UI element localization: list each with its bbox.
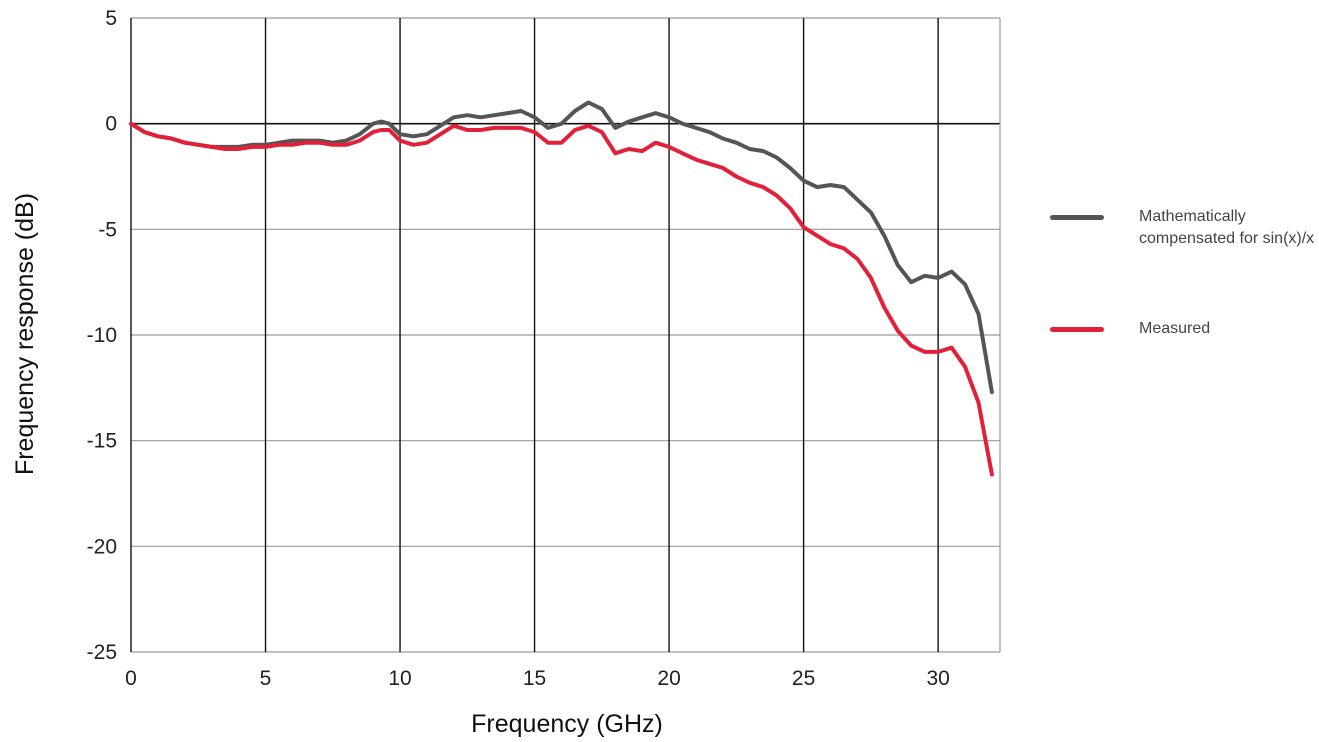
legend-label-measured: Measured [1139,320,1211,337]
y-tick-label: -10 [87,324,117,347]
legend-swatch-compensated [1050,215,1104,220]
y-tick-label: -15 [87,430,117,453]
tick-label-layer: 5 0 -5 -10 -15 -20 -25 0 5 10 15 20 25 30 [87,7,950,690]
x-tick-label: 10 [388,667,411,690]
legend-swatch-measured [1050,327,1104,332]
y-tick-label: -5 [98,218,117,241]
x-tick-label: 25 [792,667,815,690]
y-axis-title: Frequency response (dB) [11,193,39,475]
x-tick-label: 5 [260,667,272,690]
y-tick-label: 5 [105,7,117,30]
y-tick-label: -20 [87,535,117,558]
legend-label-compensated: Mathematically compensated for sin(x)/x [1139,208,1315,247]
y-tick-label: -25 [87,641,117,664]
x-tick-label: 0 [125,667,137,690]
series-layer [129,100,994,477]
grid-layer [130,17,1001,653]
y-tick-label: 0 [105,113,117,136]
x-tick-label: 20 [657,667,680,690]
x-axis-title: Frequency (GHz) [471,710,663,738]
x-tick-label: 15 [523,667,546,690]
x-tick-label: 30 [926,667,949,690]
series-line-compensated [129,100,994,395]
legend-item-compensated: Mathematically compensated for sin(x)/x [1050,206,1315,266]
legend-item-measured: Measured [1050,318,1315,378]
legend: Mathematically compensated for sin(x)/x … [1050,206,1315,378]
series-line-measured [129,121,994,477]
